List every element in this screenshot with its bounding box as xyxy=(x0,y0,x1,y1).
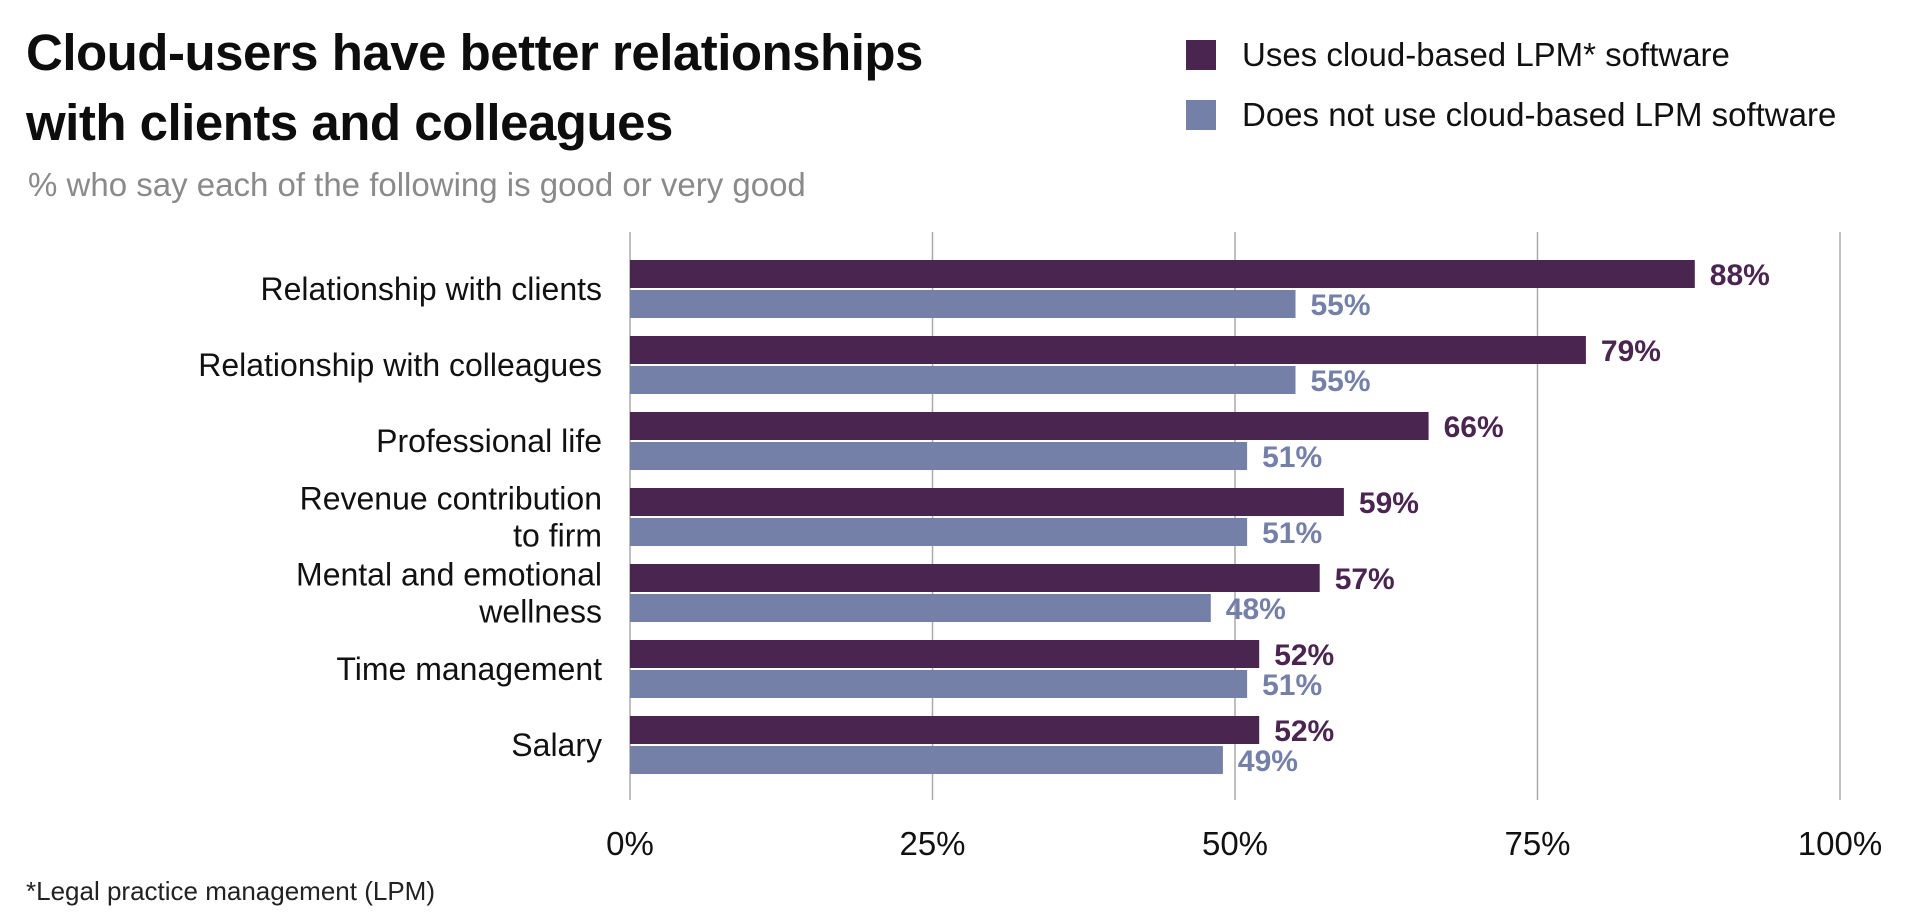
x-tick-label: 50% xyxy=(1202,825,1268,862)
category-label: Salary xyxy=(511,727,602,763)
data-label: 51% xyxy=(1262,669,1322,702)
bar-no-cloud xyxy=(630,518,1248,546)
bar-cloud xyxy=(630,336,1586,364)
legend-label-no-cloud: Does not use cloud-based LPM software xyxy=(1242,96,1837,133)
data-label: 52% xyxy=(1274,715,1334,748)
data-label: 88% xyxy=(1710,259,1770,292)
bar-cloud xyxy=(630,260,1695,288)
category-label: Mental and emotional xyxy=(296,557,602,593)
data-label: 51% xyxy=(1262,517,1322,550)
bar-cloud xyxy=(630,716,1260,744)
bar-cloud xyxy=(630,412,1429,440)
x-tick-label: 100% xyxy=(1798,825,1882,862)
chart-subtitle: % who say each of the following is good … xyxy=(28,166,806,203)
data-label: 55% xyxy=(1311,289,1371,322)
chart-legend: Uses cloud-based LPM* software Does not … xyxy=(1186,25,1836,145)
legend-label-cloud: Uses cloud-based LPM* software xyxy=(1242,36,1730,73)
bar-no-cloud xyxy=(630,290,1296,318)
data-label: 79% xyxy=(1601,335,1661,368)
data-label: 55% xyxy=(1311,365,1371,398)
legend-item-cloud: Uses cloud-based LPM* software xyxy=(1186,25,1836,85)
legend-swatch-cloud xyxy=(1186,40,1216,70)
category-label: to firm xyxy=(513,518,602,554)
category-label: Relationship with colleagues xyxy=(198,347,602,383)
x-tick-label: 75% xyxy=(1504,825,1570,862)
bar-no-cloud xyxy=(630,594,1211,622)
bar-no-cloud xyxy=(630,670,1248,698)
bar-cloud xyxy=(630,488,1344,516)
x-tick-label: 25% xyxy=(899,825,965,862)
data-label: 51% xyxy=(1262,441,1322,474)
bar-no-cloud xyxy=(630,366,1296,394)
x-tick-label: 0% xyxy=(606,825,654,862)
category-label: wellness xyxy=(478,594,602,630)
category-label: Relationship with clients xyxy=(261,271,603,307)
data-label: 59% xyxy=(1359,487,1419,520)
data-label: 49% xyxy=(1238,745,1298,778)
legend-item-no-cloud: Does not use cloud-based LPM software xyxy=(1186,85,1836,145)
chart-title: Cloud-users have better relationships wi… xyxy=(26,24,923,151)
bar-no-cloud xyxy=(630,442,1248,470)
footnote: *Legal practice management (LPM) xyxy=(26,876,435,906)
bar-cloud xyxy=(630,564,1320,592)
legend-swatch-no-cloud xyxy=(1186,100,1216,130)
data-label: 66% xyxy=(1444,411,1504,444)
data-label: 57% xyxy=(1335,563,1395,596)
bar-cloud xyxy=(630,640,1260,668)
data-label: 48% xyxy=(1226,593,1286,626)
category-label: Professional life xyxy=(376,423,602,459)
category-label: Time management xyxy=(336,651,602,687)
category-label: Revenue contribution xyxy=(300,481,602,517)
data-label: 52% xyxy=(1274,639,1334,672)
bar-no-cloud xyxy=(630,746,1223,774)
